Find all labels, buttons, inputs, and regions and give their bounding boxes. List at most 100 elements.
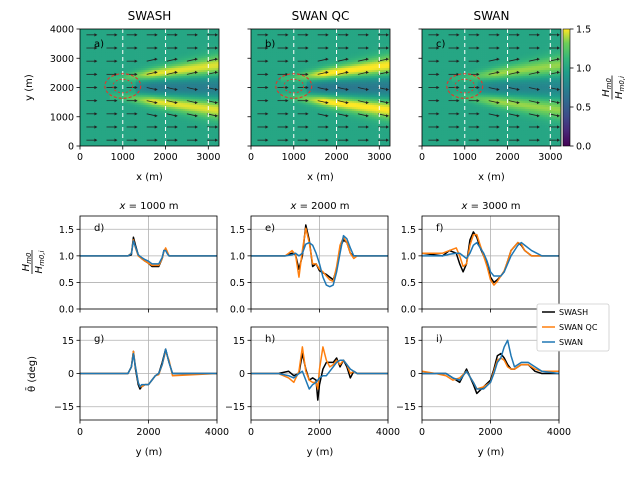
heatmap-cell [213,136,216,139]
heatmap-cell [131,105,134,108]
heatmap-cell [161,83,164,86]
heatmap-cell [215,130,218,133]
heatmap-cell [187,29,190,32]
heatmap-cell [205,29,208,32]
heatmap-cell [171,89,174,92]
heatmap-cell [264,89,268,92]
heatmap-cell [203,134,206,137]
heatmap-cell [143,99,146,102]
heatmap-cell [123,116,127,120]
heatmap-cell [117,122,121,125]
heatmap-cell [97,99,101,102]
heatmap-cell [95,69,99,73]
heatmap-cell [217,79,219,82]
heatmap-cell [137,114,140,118]
x-tick-label: 2000 [153,152,177,163]
heatmap-cell [123,58,127,61]
heatmap-cell [83,87,87,90]
heatmap-cell [262,71,266,75]
heatmap-cell [111,66,115,69]
heatmap-cell [99,46,103,49]
heatmap-cell [256,136,260,139]
heatmap-cell [177,77,180,81]
heatmap-cell [83,42,87,45]
heatmap-cell [155,140,158,143]
heatmap-cell [143,34,146,38]
heatmap-cell [80,105,83,108]
heatmap-cell [217,118,219,121]
heatmap-cell [127,69,130,73]
heatmap-cell [161,52,164,55]
heatmap-cell [161,91,164,94]
heatmap-cell [95,62,99,65]
heatmap-cell [101,75,105,79]
heatmap-cell [211,124,214,127]
heatmap-cell [159,75,162,79]
heatmap-cell [137,116,140,120]
heatmap-cell [177,52,180,55]
heatmap-cell [103,89,107,92]
heatmap-cell [91,97,95,100]
heatmap-cell [157,50,160,53]
heatmap-cell [137,68,140,71]
heatmap-cell [121,95,125,98]
heatmap-cell [270,62,274,65]
heatmap-cell [211,81,214,84]
heatmap-cell [179,107,182,110]
heatmap-cell [197,112,200,116]
heatmap-cell [117,130,121,133]
heatmap-cell [211,85,214,88]
heatmap-cell [163,91,166,94]
heatmap-cell [113,128,117,131]
heatmap-cell [161,103,164,106]
heatmap-cell [137,99,140,102]
heatmap-cell [205,124,208,127]
heatmap-cell [123,66,127,69]
heatmap-cell [139,91,142,94]
heatmap-cell [181,140,184,143]
heatmap-cell [205,97,208,100]
heatmap-cell [125,79,129,82]
heatmap-cell [201,42,204,45]
heatmap-cell [153,134,156,137]
heatmap-cell [85,97,89,100]
heatmap-cell [161,110,164,114]
heatmap-cell [115,62,119,65]
heatmap-cell [171,34,174,38]
wave-direction-arrow [146,87,156,90]
heatmap-cell [199,114,202,118]
heatmap-cell [111,128,115,131]
heatmap-cell [81,120,85,123]
heatmap-cell [161,36,164,40]
heatmap-cell [173,122,176,125]
heatmap-cell [262,30,266,34]
heatmap-cell [161,130,164,133]
heatmap-cell [199,93,202,96]
heatmap-cell [103,69,107,73]
heatmap-cell [163,103,166,106]
heatmap-cell [191,44,194,47]
heatmap-cell [115,56,119,59]
heatmap-cell [262,116,266,120]
heatmap-cell [201,38,204,42]
wave-direction-arrow [146,71,156,75]
heatmap-cell [252,132,256,135]
heatmap-cell [113,79,117,82]
heatmap-cell [151,69,154,73]
heatmap-cell [125,29,129,32]
heatmap-cell [95,97,99,100]
heatmap-cell [115,89,119,92]
heatmap-cell [129,124,132,127]
heatmap-cell [141,142,144,145]
heatmap-cell [199,38,202,42]
heatmap-cell [268,48,272,51]
heatmap-cell [181,81,184,84]
heatmap-cell [137,42,140,45]
heatmap-cell [147,40,150,43]
heatmap-cell [270,52,274,55]
heatmap-cell [179,112,182,116]
heatmap-cell [139,110,142,114]
heatmap-cell [145,114,148,118]
heatmap-cell [179,58,182,61]
heatmap-cell [268,79,272,82]
